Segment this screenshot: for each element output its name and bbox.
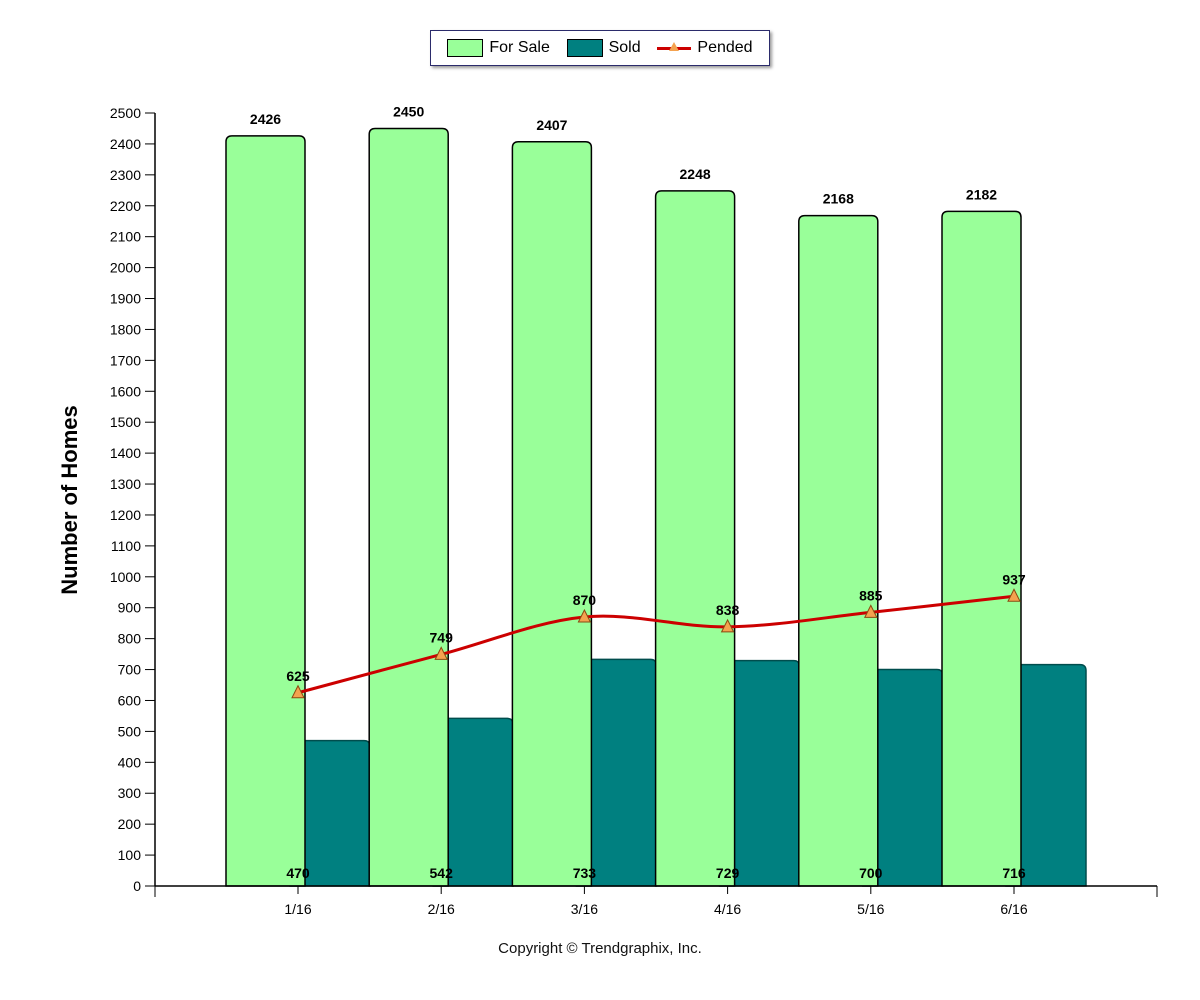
x-tick-label: 2/16: [428, 901, 455, 917]
pended-data-label: 749: [430, 629, 454, 645]
legend-item-sold: Sold: [566, 39, 641, 57]
pended-data-label: 625: [286, 668, 310, 684]
y-tick-label: 2200: [110, 198, 141, 214]
for-sale-bar: [225, 135, 306, 887]
for-sale-data-label: 2407: [536, 117, 567, 133]
y-tick-label: 1800: [110, 321, 141, 337]
y-tick-label: 900: [118, 600, 142, 616]
sold-data-label: 470: [286, 865, 310, 881]
pended-data-label: 838: [716, 602, 740, 618]
y-tick-label: 100: [118, 847, 142, 863]
pended-marker: [720, 618, 735, 633]
pended-data-label: 885: [859, 587, 883, 603]
y-tick-label: 2000: [110, 260, 141, 276]
y-tick-label: 1900: [110, 291, 141, 307]
y-tick-label: 1400: [110, 445, 141, 461]
pended-marker: [577, 608, 592, 623]
for-sale-bar: [368, 127, 449, 887]
for-sale-data-label: 2168: [823, 191, 854, 207]
legend-item-pended: Pended: [657, 39, 753, 57]
y-tick-label: 1200: [110, 507, 141, 523]
pended-marker: [1007, 588, 1021, 602]
x-tick-label: 1/16: [284, 901, 311, 917]
y-tick-label: 1600: [110, 383, 141, 399]
legend-swatch-sold: [566, 39, 603, 57]
pended-marker: [863, 604, 878, 618]
y-tick-label: 2100: [110, 229, 141, 245]
y-tick-label: 700: [118, 662, 142, 678]
sold-data-label: 729: [716, 865, 740, 881]
y-tick-label: 0: [133, 878, 141, 894]
legend-label-sold: Sold: [608, 39, 641, 56]
legend-swatch-for-sale: [447, 39, 484, 57]
for-sale-bar: [654, 190, 736, 887]
y-tick-label: 400: [118, 754, 142, 770]
y-tick-label: 1100: [111, 538, 141, 554]
for-sale-data-label: 2450: [393, 103, 424, 119]
pended-line: [297, 594, 1015, 695]
y-tick-label: 200: [118, 816, 142, 832]
for-sale-data-label: 2182: [966, 186, 997, 202]
x-tick-label: 5/16: [857, 901, 884, 917]
sold-data-label: 716: [1002, 865, 1026, 881]
y-tick-label: 2400: [110, 136, 141, 152]
legend-label-for-sale: For Sale: [489, 39, 550, 56]
y-tick-label: 500: [118, 723, 142, 739]
pended-marker: [291, 684, 305, 699]
sold-data-label: 733: [573, 865, 597, 881]
copyright-text: Copyright © Trendgraphix, Inc.: [498, 940, 702, 957]
y-tick-label: 1500: [110, 414, 141, 430]
for-sale-data-label: 2426: [250, 111, 281, 127]
pended-data-label: 937: [1002, 571, 1026, 587]
x-tick-label: 4/16: [714, 901, 741, 917]
for-sale-bar: [941, 210, 1022, 887]
y-tick-label: 1700: [110, 352, 141, 368]
sold-data-label: 700: [859, 865, 883, 881]
y-tick-label: 300: [118, 785, 142, 801]
for-sale-data-label: 2248: [680, 166, 711, 182]
for-sale-bar: [511, 141, 593, 887]
y-tick-label: 2500: [110, 105, 141, 121]
pended-marker: [434, 646, 449, 660]
y-tick-label: 2300: [110, 167, 141, 183]
for-sale-bar: [798, 214, 879, 887]
y-tick-label: 1300: [110, 476, 141, 492]
x-tick-label: 6/16: [1000, 901, 1027, 917]
legend-label-pended: Pended: [697, 39, 753, 56]
x-tick-label: 3/16: [571, 901, 598, 917]
chart-legend: For Sale Sold Pended: [430, 30, 770, 66]
y-tick-label: 600: [118, 692, 142, 708]
y-tick-label: 800: [118, 631, 142, 647]
y-tick-label: 1000: [110, 569, 141, 585]
legend-swatch-pended: [657, 40, 692, 56]
legend-item-for-sale: For Sale: [447, 39, 550, 57]
sold-data-label: 542: [430, 865, 454, 881]
pended-data-label: 870: [573, 592, 597, 608]
